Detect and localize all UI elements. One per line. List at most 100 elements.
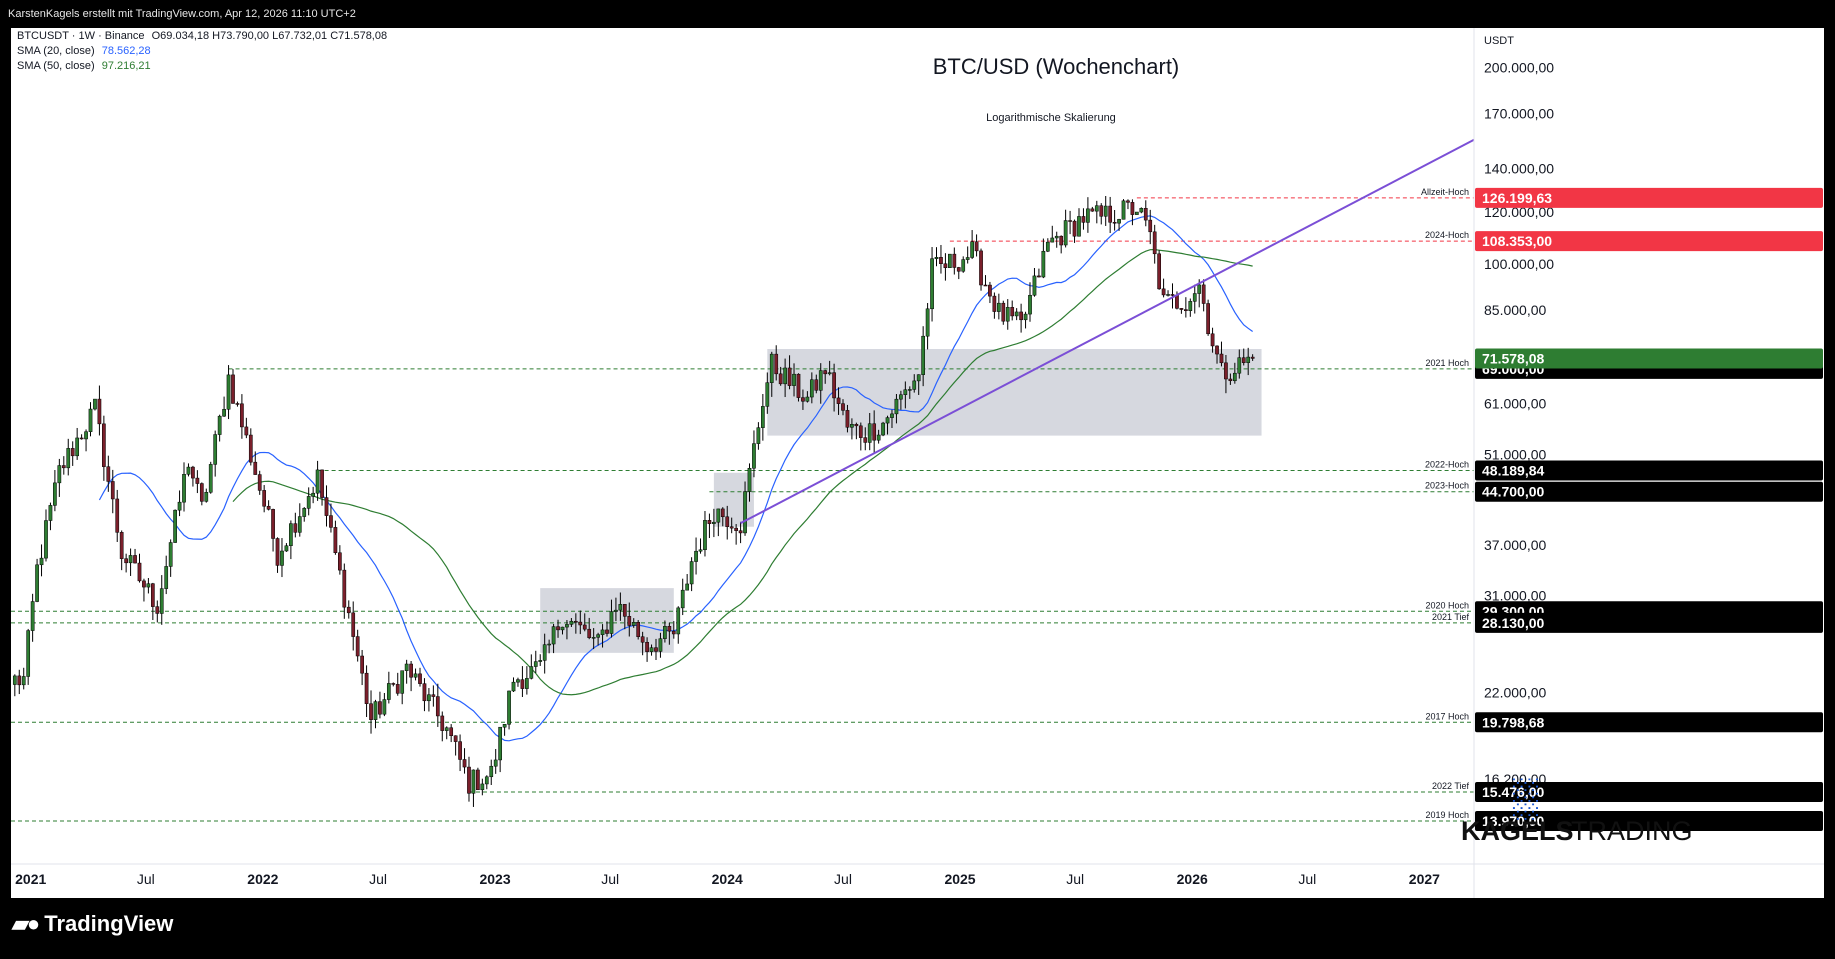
candle-body xyxy=(355,636,360,657)
candle-body xyxy=(1005,307,1010,322)
candle-body xyxy=(195,477,200,484)
candle-body xyxy=(378,701,382,715)
candle-body xyxy=(823,370,828,375)
candle-body xyxy=(756,427,761,444)
candle-body xyxy=(133,555,137,564)
candle-body xyxy=(792,373,796,386)
candle-body xyxy=(257,474,262,491)
candle-body xyxy=(1117,219,1121,224)
candle-body xyxy=(26,630,31,677)
candle-body xyxy=(1014,311,1019,317)
candle-body xyxy=(694,550,698,562)
candle-body xyxy=(21,676,26,686)
candle-body xyxy=(939,257,943,264)
candle-body xyxy=(297,516,302,533)
candle-body xyxy=(738,530,743,534)
candle-body xyxy=(30,601,35,631)
legend-sma20[interactable]: SMA (20, close) 78.562,28 xyxy=(17,45,151,57)
candle-body xyxy=(115,498,120,533)
candle-body xyxy=(841,403,845,411)
level-label-6: 2021 Tief xyxy=(1432,612,1470,622)
candle-body xyxy=(899,394,903,400)
price-tag-7-text: 19.798,68 xyxy=(1482,714,1544,730)
chart-frame[interactable]: 2021 Jul 2022 Jul 2023 Jul 2024 Jul 2025 Jul 2026 J… xyxy=(11,28,1824,898)
candle-body xyxy=(12,675,17,685)
x-tick-label-8: 2025 xyxy=(944,871,975,887)
candle-body xyxy=(502,724,507,728)
candle-body xyxy=(39,557,44,566)
candle-body xyxy=(369,703,373,720)
candle-body xyxy=(320,469,324,498)
candle-body xyxy=(1224,362,1228,380)
candle-body xyxy=(315,469,320,494)
candle-body xyxy=(480,783,485,791)
y-tick-label-8: 37.000,00 xyxy=(1484,537,1546,553)
candle-body xyxy=(226,374,231,410)
candle-body xyxy=(1037,275,1041,278)
candle-body xyxy=(213,434,218,465)
x-tick-label-0: 2021 xyxy=(15,871,46,887)
candle-body xyxy=(1135,211,1139,215)
candle-body xyxy=(1045,241,1050,252)
candle-body xyxy=(609,611,614,634)
x-tick-label-12: 2027 xyxy=(1409,871,1440,887)
x-tick-label-11: Jul xyxy=(1298,871,1316,887)
level-label-2: 2021 Hoch xyxy=(1425,358,1469,368)
attribution-bar: KarstenKagels erstellt mit TradingView.c… xyxy=(0,0,1835,28)
tradingview-logo[interactable]: ▰● TradingView xyxy=(12,911,173,937)
candle-body xyxy=(1188,301,1193,311)
y-tick-label-6: 61.000,00 xyxy=(1484,396,1546,412)
candle-body xyxy=(542,644,547,661)
candle-body xyxy=(805,396,810,402)
candle-body xyxy=(858,425,863,438)
zone-box-2 xyxy=(767,349,1262,436)
candle-body xyxy=(525,678,529,689)
candle-body xyxy=(538,660,543,662)
price-tag-3-text: 48.189,84 xyxy=(1482,462,1544,478)
candle-body xyxy=(765,382,770,407)
legend-sma50[interactable]: SMA (50, close) 97.216,21 xyxy=(17,60,151,72)
tradingview-brand: TradingView xyxy=(44,911,174,936)
candle-body xyxy=(97,398,102,425)
candle-body xyxy=(716,508,721,523)
trendline-layer xyxy=(740,138,1475,525)
candle-body xyxy=(17,675,22,686)
axes-layer: 2021 Jul 2022 Jul 2023 Jul 2024 Jul 2025 Jul 2026 J… xyxy=(11,28,1824,898)
candle-body xyxy=(231,374,235,404)
candle-body xyxy=(1103,205,1108,217)
candle-body xyxy=(1210,333,1215,347)
candle-body xyxy=(1086,208,1090,223)
candle-body xyxy=(1090,208,1095,212)
x-tick-label-5: Jul xyxy=(601,871,619,887)
candle-body xyxy=(306,496,311,509)
y-tick-label-9: 31.000,00 xyxy=(1484,587,1546,603)
sma-50-line xyxy=(232,249,1253,696)
candle-body xyxy=(173,509,177,543)
candle-body xyxy=(1010,307,1015,317)
candle-body xyxy=(449,727,454,736)
candle-body xyxy=(440,715,445,731)
price-tag-9-text: 13.970,00 xyxy=(1482,813,1544,829)
candle-body xyxy=(458,741,462,760)
candle-body xyxy=(1241,357,1246,363)
candle-body xyxy=(159,588,164,614)
price-tag-4-text: 44.700,00 xyxy=(1482,484,1544,500)
candle-body xyxy=(827,372,832,375)
level-label-0: Allzeit-Hoch xyxy=(1421,187,1469,197)
candle-body xyxy=(907,389,912,391)
candle-body xyxy=(289,523,293,546)
candle-body xyxy=(734,527,738,531)
watermark-trading: TRADING xyxy=(1571,816,1693,846)
candle-body xyxy=(208,464,213,493)
chart-canvas[interactable]: 2021 Jul 2022 Jul 2023 Jul 2024 Jul 2025 Jul 2026 J… xyxy=(11,28,1824,898)
x-tick-label-4: 2023 xyxy=(479,871,510,887)
candle-body xyxy=(930,258,934,310)
x-tick-label-2: 2022 xyxy=(247,871,278,887)
candle-body xyxy=(850,424,854,428)
candle-body xyxy=(484,776,489,785)
candle-body xyxy=(186,466,191,475)
candle-body xyxy=(382,699,387,715)
candle-body xyxy=(498,726,503,761)
candle-body xyxy=(400,670,405,694)
candle-body xyxy=(124,558,128,564)
